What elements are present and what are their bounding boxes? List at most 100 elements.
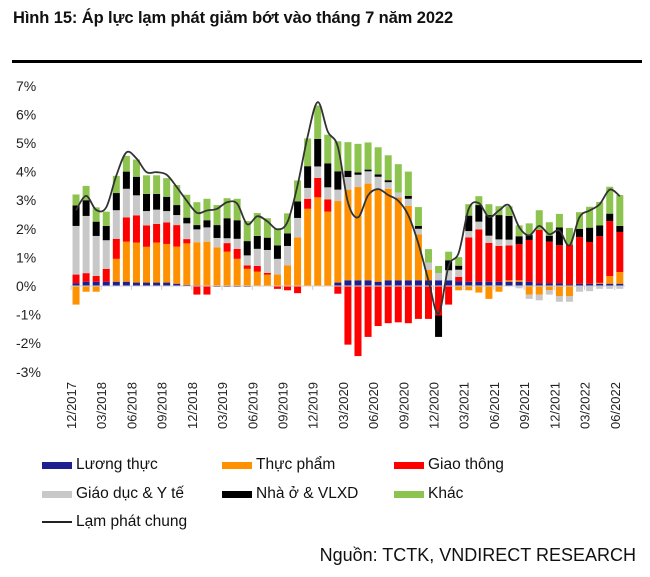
bar-segment	[143, 211, 151, 226]
bar-segment	[596, 225, 604, 237]
bar-segment	[132, 215, 140, 243]
bar-segment	[112, 238, 120, 259]
bar-segment	[404, 198, 412, 206]
legend-item-giao-thong: Giao thông	[394, 456, 504, 474]
bar-segment	[565, 284, 573, 286]
bar-segment	[596, 236, 604, 283]
bar-segment	[364, 280, 372, 286]
bar-segment	[132, 176, 140, 196]
bar-segment	[555, 283, 563, 286]
bar-segment	[384, 188, 392, 281]
bar-segment	[424, 286, 432, 319]
bar-segment	[445, 286, 453, 305]
bar-segment	[414, 228, 422, 235]
bar-segment	[263, 274, 271, 286]
bar-segment	[304, 138, 312, 167]
bar-segment	[374, 176, 382, 190]
bar-segment	[606, 186, 614, 214]
bar-segment	[455, 286, 463, 291]
bar-segment	[505, 280, 513, 282]
bar-segment	[525, 281, 533, 286]
bar-segment	[344, 142, 352, 171]
bar-segment	[72, 283, 80, 286]
bar-segment	[505, 206, 513, 216]
bar-segment	[223, 218, 231, 239]
bar-segment	[153, 242, 161, 283]
legend-swatch	[222, 461, 252, 469]
bar-segment	[334, 189, 342, 202]
bar-segment	[102, 211, 110, 226]
bar-segment	[203, 198, 211, 221]
bar-segment	[354, 143, 362, 173]
bar-segment	[143, 246, 151, 283]
bar-segment	[72, 286, 80, 305]
bar-segment	[576, 286, 584, 292]
bar-segment	[596, 283, 604, 286]
bar-segment	[525, 294, 533, 299]
bar-segment	[102, 225, 110, 241]
legend-label: Lương thực	[76, 456, 158, 473]
bar-segment	[314, 177, 322, 198]
legend-label: Giáo dục & Y tế	[76, 485, 185, 502]
legend-label: Nhà ở & VLXD	[256, 485, 359, 502]
legend-swatch	[394, 461, 424, 469]
bar-segment	[485, 204, 493, 216]
y-tick-label: -2%	[16, 335, 41, 351]
x-tick-label: 12/2019	[306, 382, 321, 429]
bar-segment	[475, 229, 483, 282]
bar-segment	[183, 284, 191, 286]
bar-segment	[535, 229, 543, 284]
bar-segment	[122, 281, 130, 286]
bar-segment	[273, 286, 281, 289]
bar-segment	[122, 188, 130, 218]
bar-segment	[495, 239, 503, 246]
y-tick-label: 0%	[16, 278, 36, 294]
bar-segment	[153, 175, 161, 194]
bar-segment	[324, 163, 332, 188]
bar-segment	[596, 282, 604, 284]
bar-segment	[525, 286, 533, 295]
bar-segment	[606, 221, 614, 276]
bar-segment	[586, 283, 594, 286]
bar-segment	[545, 283, 553, 286]
bar-segment	[183, 217, 191, 224]
bar-segment	[82, 200, 90, 216]
bar-segment	[304, 198, 312, 209]
bar-segment	[173, 185, 181, 206]
bar-segment	[445, 270, 453, 281]
bar-segment	[344, 286, 352, 345]
bar-segment	[273, 274, 281, 286]
bar-segment	[565, 286, 573, 297]
legend-swatch	[42, 490, 72, 498]
bar-segment	[122, 171, 130, 189]
bar-segment	[576, 228, 584, 238]
bar-segment	[364, 183, 372, 281]
bar-segment	[273, 245, 281, 259]
bar-segment	[143, 225, 151, 247]
x-tick-label: 09/2020	[396, 382, 411, 429]
bar-segment	[394, 197, 402, 281]
bar-segment	[404, 280, 412, 286]
bar-segment	[243, 265, 251, 269]
bar-segment	[82, 185, 90, 201]
x-tick-label: 06/2022	[608, 382, 623, 429]
x-tick-label: 12/2020	[427, 382, 442, 429]
bar-segment	[253, 265, 261, 272]
source-note: Nguồn: TCTK, VNDIRECT RESEARCH	[319, 545, 636, 565]
bar-segment	[404, 205, 412, 281]
bar-segment	[324, 211, 332, 286]
bar-segment	[92, 221, 100, 236]
bar-segment	[505, 239, 513, 246]
bar-segment	[223, 251, 231, 286]
chart-title: Hình 15: Áp lực lạm phát giảm bớt vào th…	[13, 9, 454, 27]
bar-segment	[424, 249, 432, 263]
bar-segment	[102, 281, 110, 286]
bar-segment	[465, 281, 473, 286]
bar-segment	[455, 257, 463, 266]
bar-segment	[112, 193, 120, 211]
bar-segment	[616, 271, 624, 284]
bar-segment	[213, 225, 221, 238]
bar-segment	[414, 207, 422, 226]
bar-segment	[364, 286, 372, 337]
bar-segment	[143, 175, 151, 194]
